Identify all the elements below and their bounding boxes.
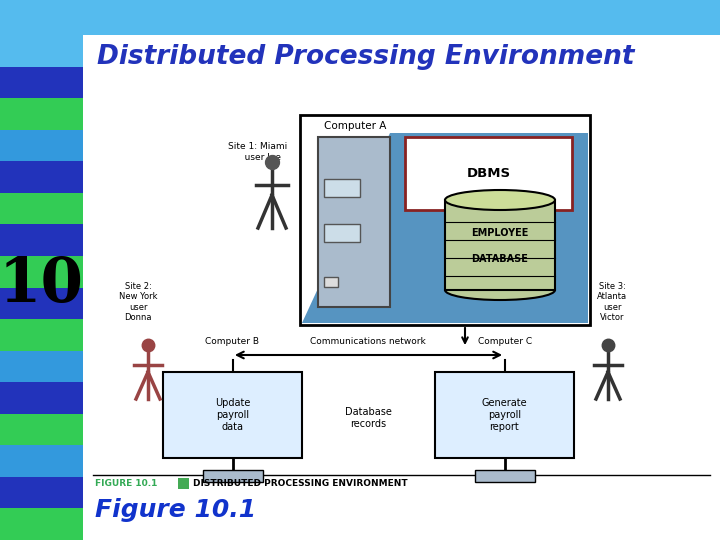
Text: Distributed Processing Environment: Distributed Processing Environment — [97, 44, 634, 70]
Bar — [324, 179, 360, 197]
Text: DATABASE: DATABASE — [472, 254, 528, 264]
Bar — [0, 477, 83, 509]
Bar — [0, 161, 83, 193]
Bar — [474, 470, 534, 482]
Bar — [0, 446, 83, 477]
Bar — [0, 225, 83, 256]
Text: Update
payroll
data: Update payroll data — [215, 399, 250, 431]
Polygon shape — [302, 133, 588, 323]
Bar — [405, 137, 572, 210]
Text: Site 3:
Atlanta
user
Victor: Site 3: Atlanta user Victor — [597, 282, 627, 322]
Bar — [0, 0, 720, 35]
Text: Site 2:
New York
user
Donna: Site 2: New York user Donna — [119, 282, 157, 322]
Bar — [0, 256, 83, 287]
Bar — [0, 193, 83, 225]
Ellipse shape — [445, 190, 555, 210]
Bar — [178, 478, 189, 489]
Bar — [0, 382, 83, 414]
Bar — [324, 224, 360, 242]
Text: FIGURE 10.1: FIGURE 10.1 — [95, 478, 158, 488]
Text: DISTRIBUTED PROCESSING ENVIRONMENT: DISTRIBUTED PROCESSING ENVIRONMENT — [193, 478, 408, 488]
Bar — [0, 350, 83, 382]
Bar — [163, 372, 302, 458]
Text: Site 1: Miami
   user Joe: Site 1: Miami user Joe — [228, 143, 287, 161]
Bar — [202, 470, 263, 482]
Text: Computer B: Computer B — [205, 336, 259, 346]
Bar — [0, 319, 83, 350]
Text: Database
records: Database records — [345, 407, 392, 429]
Bar — [300, 115, 590, 325]
Bar — [0, 98, 83, 130]
Text: Figure 10.1: Figure 10.1 — [95, 498, 256, 522]
Bar — [445, 200, 555, 290]
Text: Generate
payroll
report: Generate payroll report — [482, 399, 527, 431]
Text: Computer C: Computer C — [478, 336, 532, 346]
Bar — [0, 509, 83, 540]
Text: 10: 10 — [0, 255, 84, 315]
Text: Computer A: Computer A — [324, 121, 386, 131]
Text: Communications network: Communications network — [310, 336, 426, 346]
Bar — [0, 287, 83, 319]
Bar — [0, 130, 83, 161]
Bar — [0, 35, 83, 66]
Bar — [0, 414, 83, 445]
Text: EMPLOYEE: EMPLOYEE — [472, 228, 528, 238]
Bar — [435, 372, 574, 458]
Text: DBMS: DBMS — [467, 167, 510, 180]
Bar — [0, 66, 83, 98]
Bar — [318, 137, 390, 307]
Bar — [324, 277, 338, 287]
Ellipse shape — [445, 280, 555, 300]
